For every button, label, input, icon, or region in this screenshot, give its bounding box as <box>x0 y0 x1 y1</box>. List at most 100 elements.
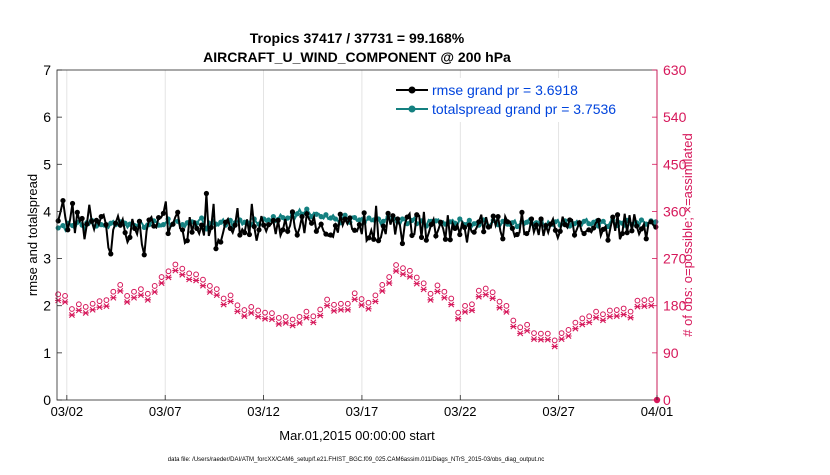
rmse-point <box>189 229 195 235</box>
obs-possible-point <box>482 285 489 292</box>
totalspread-point <box>466 217 472 223</box>
rmse-point <box>418 234 425 240</box>
rmse-point <box>500 236 506 242</box>
totalspread-point <box>55 225 61 231</box>
obs-possible-point <box>289 316 296 323</box>
totalspread-point <box>218 219 224 225</box>
obs-assimilated-point <box>344 306 351 313</box>
x-tick-label: 04/01 <box>641 404 674 419</box>
rmse-point <box>60 197 66 204</box>
rmse-point <box>461 224 468 231</box>
totalspread-point <box>638 217 645 223</box>
rmse-point <box>509 225 515 231</box>
rmse-point <box>423 237 429 243</box>
rmse-point <box>227 225 233 231</box>
rmse-point <box>175 209 181 215</box>
rmse-point <box>184 238 190 244</box>
rmse-point <box>356 222 362 228</box>
rmse-point <box>89 218 95 224</box>
totalspread-point <box>352 214 358 221</box>
y-right-tick-label: 360 <box>663 203 687 219</box>
rmse-point <box>323 231 329 237</box>
rmse-point <box>428 222 434 228</box>
rmse-point <box>390 213 396 219</box>
obs-possible-point <box>455 309 462 316</box>
obs-assimilated-point <box>379 287 386 294</box>
obs-possible-point <box>586 313 593 320</box>
rmse-point <box>567 217 573 223</box>
rmse-point <box>160 210 166 216</box>
rmse-point <box>485 224 492 230</box>
totalspread-point <box>514 223 520 230</box>
rmse-point <box>65 227 71 233</box>
obs-assimilated-point <box>455 315 462 322</box>
totalspread-point <box>332 216 339 222</box>
obs-assimilated-point <box>282 319 289 326</box>
rmse-point <box>538 216 544 222</box>
totalspread-point <box>581 218 587 224</box>
obs-possible-point <box>503 302 510 309</box>
obs-possible-point <box>469 301 475 308</box>
rmse-point <box>318 221 324 227</box>
obs-possible-point <box>69 306 75 312</box>
y-right-tick-label: 180 <box>663 298 687 314</box>
rmse-point <box>203 190 210 197</box>
obs-assimilated-point <box>351 296 358 303</box>
obs-possible-point <box>551 337 558 344</box>
obs-assimilated-point <box>620 311 627 318</box>
totalspread-point <box>270 214 276 220</box>
obs-possible-point <box>544 330 551 337</box>
rmse-point <box>375 238 382 244</box>
rmse-point <box>385 210 391 216</box>
rmse-point <box>108 251 114 257</box>
rmse-point <box>313 228 319 234</box>
obs-possible-point <box>338 300 344 307</box>
rmse-point <box>629 228 635 234</box>
obs-assimilated-point <box>558 336 565 343</box>
obs-assimilated-point <box>475 293 482 300</box>
legend-rmse-label: rmse grand pr = 3.6918 <box>432 82 578 98</box>
rmse-point <box>548 221 554 227</box>
obs-possible-point <box>427 290 434 297</box>
obs-possible-point <box>110 288 117 295</box>
rmse-point <box>69 200 76 207</box>
obs-assimilated-point <box>179 271 186 278</box>
obs-possible-point <box>351 290 358 297</box>
y-right-tick-label: 90 <box>663 345 679 361</box>
totalspread-point <box>60 222 66 229</box>
totalspread-point <box>366 215 372 221</box>
obs-possible-point <box>303 308 310 315</box>
rmse-point <box>409 232 415 239</box>
rmse-point <box>605 237 611 243</box>
obs-possible-point <box>627 308 634 315</box>
rmse-point <box>524 230 530 237</box>
obs-possible-point <box>144 290 151 297</box>
rmse-point <box>514 231 520 238</box>
obs-assimilated-point <box>565 333 572 339</box>
obs-possible-point <box>620 305 627 312</box>
obs-possible-point <box>648 296 655 303</box>
obs-possible-point <box>75 301 82 308</box>
obs-possible-point <box>275 315 282 321</box>
rmse-point <box>127 234 133 240</box>
obs-possible-point <box>324 296 331 303</box>
obs-assimilated-point <box>489 295 496 302</box>
obs-assimilated-point <box>461 308 469 315</box>
obs-assimilated-point <box>151 289 158 295</box>
rmse-point <box>342 216 348 222</box>
obs-assimilated-point <box>579 321 586 328</box>
rmse-point <box>634 223 640 229</box>
obs-assimilated-point <box>606 313 613 320</box>
rmse-point <box>614 212 621 218</box>
obs-assimilated-point <box>434 288 441 295</box>
obs-assimilated-point <box>289 322 296 329</box>
obs-assimilated-point <box>592 314 600 321</box>
obs-possible-point <box>269 310 275 317</box>
totalspread-point <box>108 220 114 226</box>
obs-assimilated-point <box>268 316 276 323</box>
rmse-point <box>194 225 200 231</box>
legend-spread-label: totalspread grand pr = 3.7536 <box>432 101 616 117</box>
obs-possible-point <box>413 274 420 281</box>
rmse-point <box>619 230 625 237</box>
totalspread-point <box>199 215 205 221</box>
